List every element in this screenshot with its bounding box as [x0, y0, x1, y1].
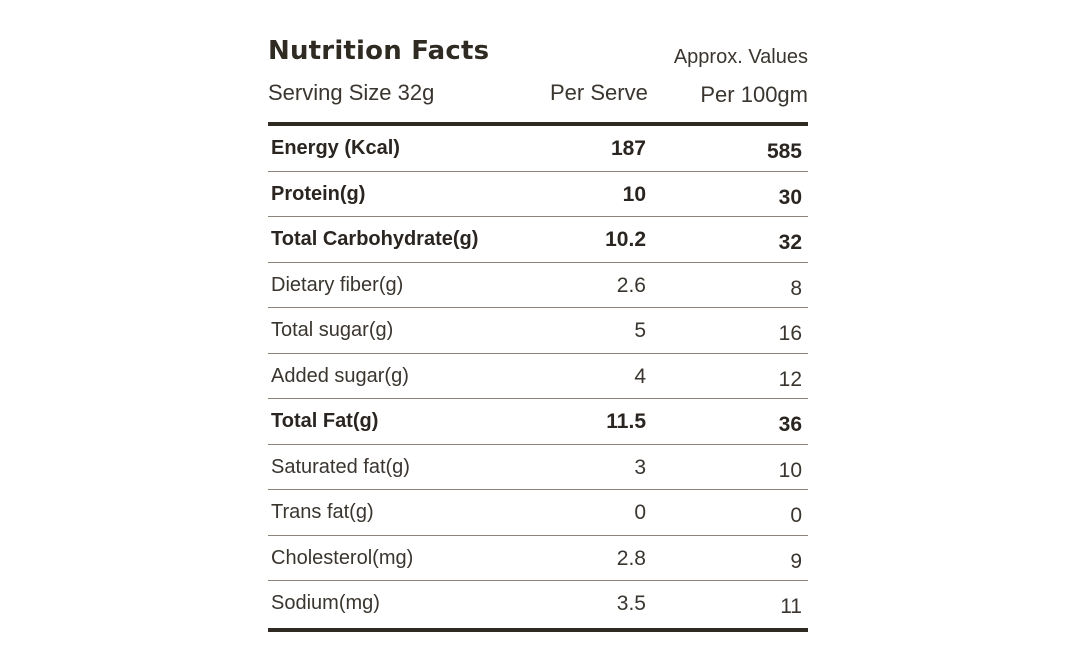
table-row: Sodium(mg) 3.5 11	[268, 581, 808, 626]
per-serve-value: 10	[622, 182, 646, 206]
nutrition-header: Nutrition Facts Approx. Values Serving S…	[268, 32, 808, 122]
per-100gm-value: 10	[778, 458, 802, 482]
nutrient-name: Trans fat(g)	[271, 501, 374, 523]
approx-values-note: Approx. Values	[673, 46, 808, 68]
per-100gm-value: 16	[778, 322, 802, 345]
per-100gm-value: 9	[790, 549, 802, 573]
table-row: Dietary fiber(g) 2.6 8	[268, 263, 808, 308]
per-serve-value: 3.5	[616, 592, 646, 615]
per-serve-value: 2.8	[616, 546, 646, 570]
nutrient-name: Cholesterol(mg)	[271, 546, 414, 569]
table-row: Total Carbohydrate(g) 10.2 32	[268, 217, 808, 263]
bottom-rule	[268, 627, 808, 632]
table-row: Trans fat(g) 0 0	[268, 490, 808, 536]
table-row: Total sugar(g) 5 16	[268, 308, 808, 354]
per-100gm-value: 11	[780, 595, 802, 618]
nutrition-title: Nutrition Facts	[268, 36, 490, 66]
serving-size: Serving Size 32g	[268, 80, 435, 105]
per-serve-value: 2.6	[616, 273, 646, 297]
per-serve-value: 3	[634, 455, 646, 479]
nutrition-facts-panel: Nutrition Facts Approx. Values Serving S…	[268, 32, 808, 632]
per-serve-value: 10.2	[605, 228, 646, 251]
nutrient-name: Dietary fiber(g)	[271, 273, 404, 296]
nutrient-name: Total sugar(g)	[271, 319, 394, 341]
nutrient-name: Sodium(mg)	[271, 592, 380, 614]
per-serve-value: 5	[634, 319, 646, 342]
nutrient-name: Total Fat(g)	[271, 410, 379, 432]
per-100gm-value: 32	[778, 231, 802, 254]
table-row: Cholesterol(mg) 2.8 9	[268, 536, 808, 581]
column-header-per-100gm: Per 100gm	[700, 82, 808, 107]
table-row: Total Fat(g) 11.5 36	[268, 399, 808, 445]
top-rule	[268, 122, 808, 126]
table-row: Added sugar(g) 4 12	[268, 354, 808, 399]
per-100gm-value: 0	[790, 504, 802, 527]
nutrient-name: Protein(g)	[271, 182, 366, 205]
nutrient-rows: Energy (Kcal) 187 585 Protein(g) 10 30 T…	[268, 126, 808, 626]
per-serve-value: 187	[610, 137, 646, 160]
per-serve-value: 4	[634, 364, 646, 388]
nutrient-name: Total Carbohydrate(g)	[271, 228, 479, 250]
per-serve-value: 0	[634, 501, 646, 524]
nutrient-name: Energy (Kcal)	[271, 137, 400, 159]
table-row: Energy (Kcal) 187 585	[268, 126, 808, 172]
per-100gm-value: 585	[766, 140, 802, 163]
column-header-per-serve: Per Serve	[550, 80, 648, 105]
nutrient-name: Saturated fat(g)	[271, 455, 410, 478]
table-row: Saturated fat(g) 3 10	[268, 445, 808, 490]
per-100gm-value: 30	[778, 185, 802, 209]
nutrient-name: Added sugar(g)	[271, 364, 409, 387]
per-100gm-value: 12	[778, 367, 802, 391]
per-serve-value: 11.5	[606, 410, 646, 433]
per-100gm-value: 36	[778, 413, 802, 436]
table-row: Protein(g) 10 30	[268, 172, 808, 217]
per-100gm-value: 8	[790, 276, 802, 300]
